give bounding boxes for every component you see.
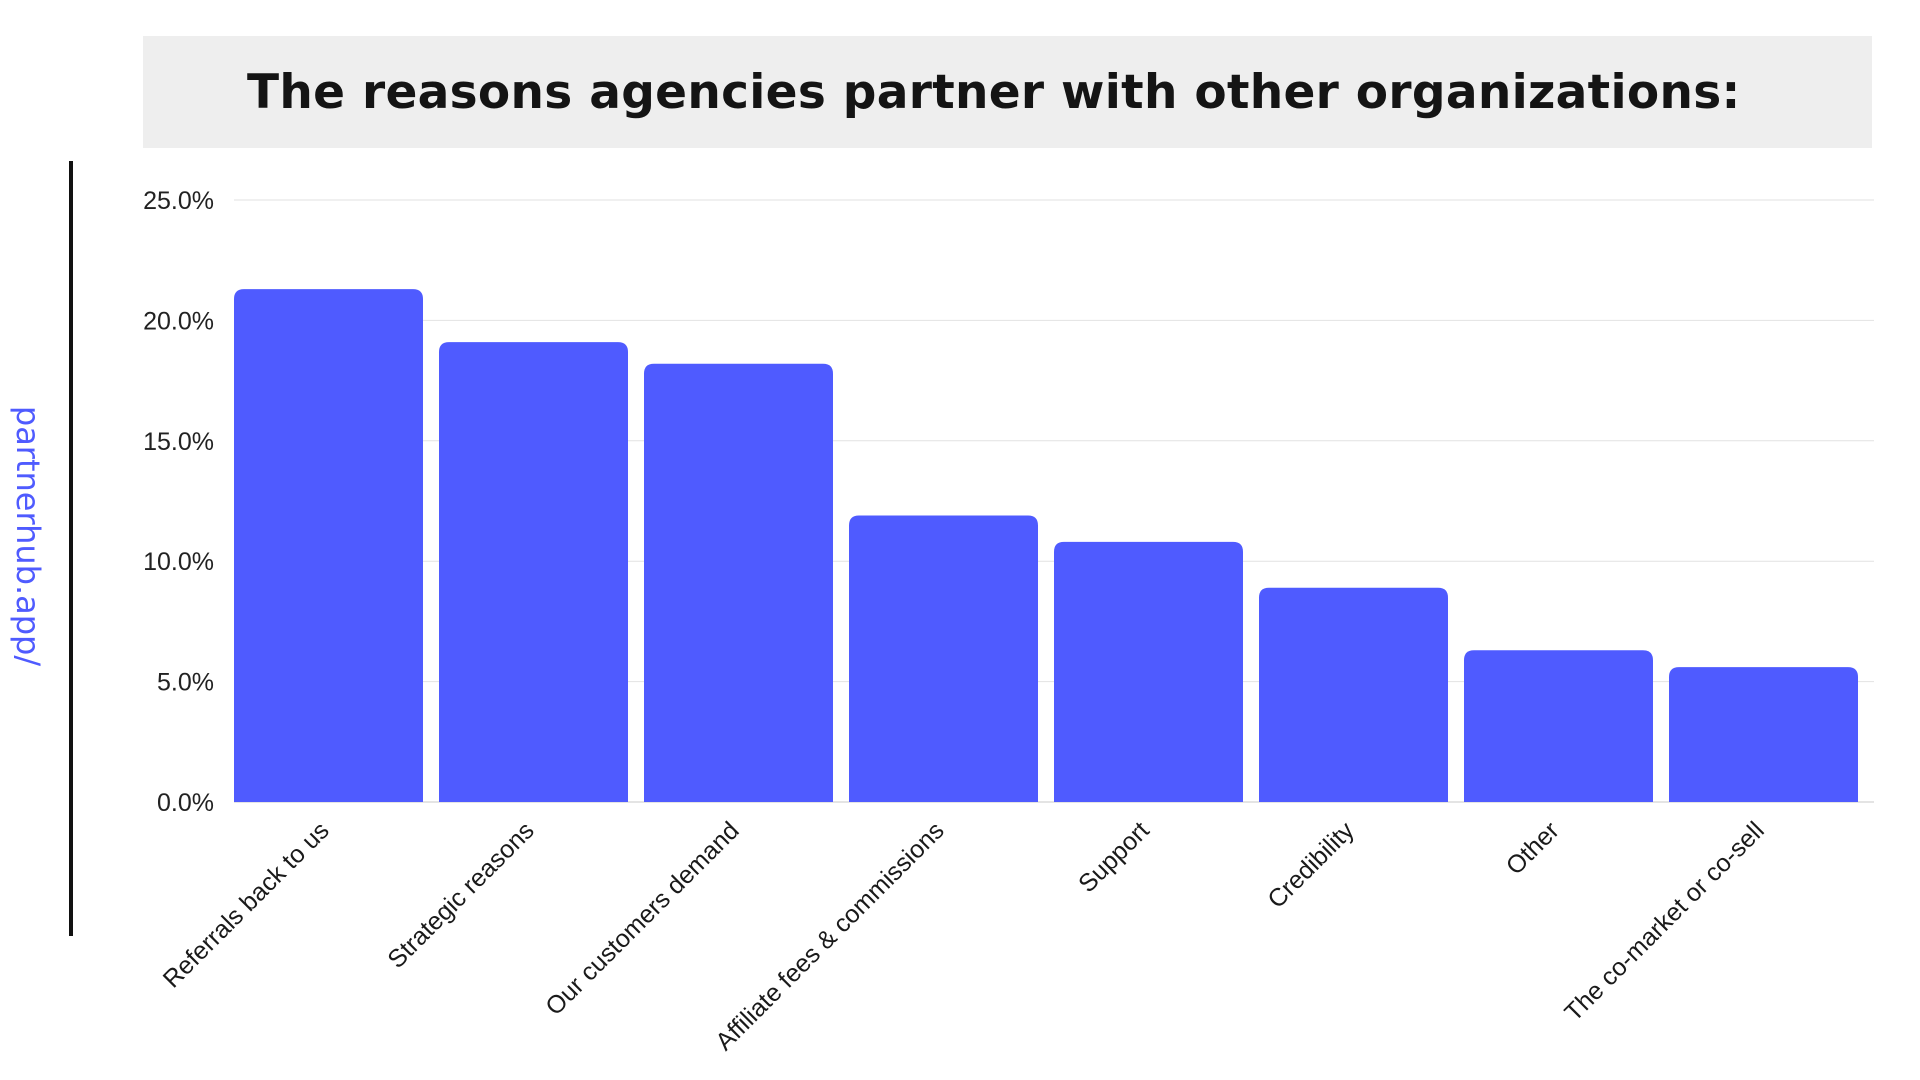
x-category-label: Affiliate fees & commissions [710, 816, 950, 1056]
bar-5 [1054, 541, 1243, 802]
bar-4 [849, 515, 1038, 802]
x-category-label: Referrals back to us [158, 816, 335, 993]
x-category-label: Support [1073, 816, 1155, 898]
bar-1 [234, 289, 423, 802]
bar-3 [644, 363, 833, 802]
page-title: The reasons agencies partner with other … [247, 64, 1741, 120]
bars [234, 289, 1858, 802]
x-category-label: The co-market or co-sell [1559, 816, 1769, 1026]
y-tick-label: 0.0% [157, 789, 214, 817]
x-category-label: Other [1501, 816, 1565, 880]
x-category-label: Strategic reasons [382, 816, 539, 973]
title-banner: The reasons agencies partner with other … [143, 36, 1872, 148]
y-tick-label: 5.0% [157, 669, 214, 697]
y-axis-ticks: 0.0% 5.0% 10.0% 15.0% 20.0% 25.0% [143, 187, 214, 817]
bar-2 [439, 342, 628, 802]
y-tick-label: 10.0% [143, 548, 214, 576]
bar-8 [1669, 667, 1858, 802]
x-axis-labels: Referrals back to us Strategic reasons Our… [158, 816, 1770, 1056]
x-category-label: Credibility [1262, 816, 1360, 914]
side-divider [69, 161, 73, 936]
y-tick-label: 15.0% [143, 428, 214, 456]
bar-7 [1464, 650, 1653, 802]
y-tick-label: 25.0% [143, 187, 214, 215]
x-category-label: Our customers demand [540, 816, 745, 1021]
bar-6 [1259, 587, 1448, 802]
y-tick-label: 20.0% [143, 307, 214, 335]
